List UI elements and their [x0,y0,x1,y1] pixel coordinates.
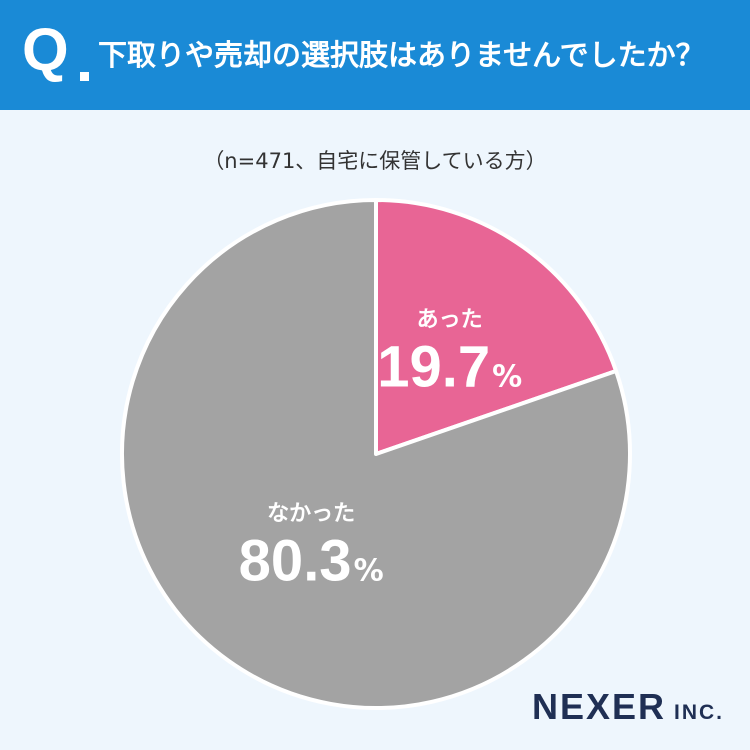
slice-label-atta: あった 19.7% [377,301,522,400]
value-label-nakatta: 80.3 [238,528,352,594]
category-label-nakatta: なかった [267,501,356,527]
question-text: 下取りや売却の選択肢はありませんでしたか？ [98,38,705,72]
q-dot-icon [80,72,89,81]
slice-label-nakatta: なかった 80.3% [239,496,384,595]
category-label-atta: あった [416,307,483,333]
brand-name: NEXER [531,686,666,727]
percent-sign-atta: % [492,359,523,395]
nexer-logo: NEXER INC. [532,686,724,728]
question-header: Q 下取りや売却の選択肢はありませんでしたか？ [0,0,750,110]
value-label-atta: 19.7 [377,334,491,400]
percent-sign-nakatta: % [353,553,384,589]
brand-suffix: INC. [674,701,724,724]
pie-slice-nakatta [120,198,632,710]
sample-note: （n=471、自宅に保管している方） [203,149,547,173]
q-mark: Q [22,16,69,83]
